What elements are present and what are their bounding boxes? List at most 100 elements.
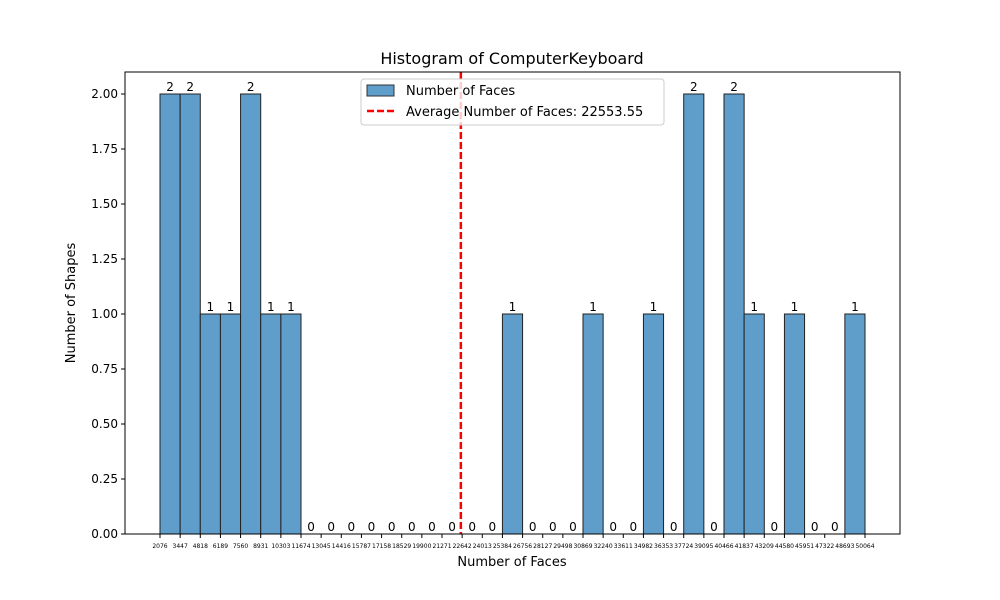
histogram-bar bbox=[179, 93, 201, 535]
histogram-bar bbox=[219, 313, 242, 535]
histogram-bar bbox=[501, 313, 524, 535]
x-tick-label: 43209 bbox=[755, 543, 774, 550]
x-tick-label: 25384 bbox=[493, 543, 512, 550]
bar-value-label: 0 bbox=[569, 520, 577, 534]
bar-value-label: 1 bbox=[650, 300, 658, 314]
bar-value-label: 2 bbox=[166, 80, 174, 94]
x-tick-label: 50064 bbox=[855, 543, 874, 550]
y-tick-label: 0.50 bbox=[91, 417, 118, 431]
y-axis-ticks: 0.00 0.25 0.50 0.75 1.00 1.25 1.50 1.75 2.00 bbox=[91, 87, 125, 541]
bar-value-label: 0 bbox=[307, 520, 315, 534]
y-axis-label: Number of Shapes bbox=[64, 243, 79, 364]
x-tick-label: 41837 bbox=[735, 543, 754, 550]
bar-value-label: 0 bbox=[428, 520, 436, 534]
x-tick-label: 47322 bbox=[815, 543, 834, 550]
x-tick-label: 2076 bbox=[152, 543, 167, 550]
legend: Number of Faces Average Number of Faces:… bbox=[360, 78, 665, 126]
x-tick-label: 36353 bbox=[654, 543, 673, 550]
x-tick-label: 45951 bbox=[795, 543, 814, 550]
x-tick-label: 11674 bbox=[291, 543, 310, 550]
x-tick-label: 3447 bbox=[173, 543, 188, 550]
y-tick-label: 0.25 bbox=[91, 472, 118, 486]
x-tick-label: 44580 bbox=[775, 543, 794, 550]
bar-value-label: 0 bbox=[771, 520, 779, 534]
x-tick-label: 19900 bbox=[412, 543, 431, 550]
histogram-bar bbox=[683, 93, 705, 535]
bar-value-label: 0 bbox=[529, 520, 537, 534]
x-tick-label: 13045 bbox=[312, 543, 331, 550]
histogram-bar bbox=[159, 93, 181, 535]
x-tick-label: 24013 bbox=[473, 543, 492, 550]
x-tick-label: 40466 bbox=[714, 543, 733, 550]
bars-layer bbox=[159, 93, 866, 535]
bar-value-label: 1 bbox=[267, 300, 275, 314]
bar-value-label: 1 bbox=[227, 300, 235, 314]
x-tick-label: 48693 bbox=[835, 543, 854, 550]
x-tick-label: 28127 bbox=[533, 543, 552, 550]
bar-value-label: 0 bbox=[670, 520, 678, 534]
y-tick-label: 1.75 bbox=[91, 142, 118, 156]
bar-value-label: 0 bbox=[408, 520, 416, 534]
x-tick-label: 18529 bbox=[392, 543, 411, 550]
histogram-bar bbox=[280, 313, 302, 535]
y-tick-label: 1.25 bbox=[91, 252, 118, 266]
x-tick-label: 10303 bbox=[271, 543, 290, 550]
y-tick-label: 1.50 bbox=[91, 197, 118, 211]
x-tick-label: 6189 bbox=[213, 543, 228, 550]
histogram-bar bbox=[199, 313, 221, 535]
x-tick-label: 30869 bbox=[573, 543, 592, 550]
histogram-bar bbox=[844, 313, 866, 535]
x-tick-label: 15787 bbox=[352, 543, 371, 550]
x-axis-label: Number of Faces bbox=[457, 555, 566, 570]
x-tick-label: 14416 bbox=[332, 543, 351, 550]
legend-box bbox=[360, 78, 665, 126]
chart-title: Histogram of ComputerKeyboard bbox=[380, 49, 643, 68]
x-tick-label: 22642 bbox=[453, 543, 472, 550]
histogram-bar bbox=[723, 93, 745, 535]
histogram-bar bbox=[582, 313, 604, 535]
x-tick-label: 7560 bbox=[233, 543, 248, 550]
bar-value-label: 0 bbox=[448, 520, 456, 534]
bar-value-label: 0 bbox=[348, 520, 356, 534]
histogram-bar bbox=[783, 313, 806, 535]
legend-swatch-faces bbox=[366, 84, 395, 97]
x-tick-label: 26756 bbox=[513, 543, 532, 550]
x-tick-label: 21271 bbox=[432, 543, 451, 550]
y-tick-label: 0.75 bbox=[91, 362, 118, 376]
x-tick-label: 8931 bbox=[253, 543, 268, 550]
bar-value-label: 1 bbox=[509, 300, 517, 314]
bar-value-label: 1 bbox=[287, 300, 295, 314]
bar-value-label: 2 bbox=[247, 80, 255, 94]
bar-value-label: 0 bbox=[811, 520, 819, 534]
bar-value-label: 0 bbox=[630, 520, 638, 534]
x-tick-label: 4818 bbox=[193, 543, 208, 550]
bar-value-label: 1 bbox=[851, 300, 859, 314]
histogram-bar bbox=[240, 93, 262, 535]
x-axis-ticks: 2076 3447 4818 6189 7560 8931 10303 11674 13045 1… bbox=[152, 534, 875, 550]
bar-value-label: 1 bbox=[750, 300, 758, 314]
bar-value-label: 0 bbox=[388, 520, 396, 534]
x-tick-label: 39095 bbox=[694, 543, 713, 550]
y-tick-label: 1.00 bbox=[91, 307, 118, 321]
x-tick-label: 33611 bbox=[614, 543, 633, 550]
x-tick-label: 32240 bbox=[594, 543, 613, 550]
legend-label-faces: Number of Faces bbox=[406, 84, 515, 99]
x-tick-label: 29498 bbox=[553, 543, 572, 550]
bar-value-label: 0 bbox=[489, 520, 497, 534]
bar-value-label: 1 bbox=[791, 300, 799, 314]
bar-value-label: 2 bbox=[186, 80, 194, 94]
bar-value-label: 0 bbox=[549, 520, 557, 534]
bar-value-label: 1 bbox=[589, 300, 597, 314]
bar-value-label: 0 bbox=[468, 520, 476, 534]
histogram-bar bbox=[642, 313, 665, 535]
histogram-bar bbox=[743, 313, 765, 535]
bar-value-label: 0 bbox=[368, 520, 376, 534]
x-tick-label: 17158 bbox=[372, 543, 391, 550]
y-tick-label: 0.00 bbox=[91, 527, 118, 541]
plot-area-frame bbox=[124, 71, 901, 535]
bar-value-label: 2 bbox=[730, 80, 738, 94]
bar-value-label: 1 bbox=[207, 300, 215, 314]
histogram-bar bbox=[260, 313, 282, 535]
